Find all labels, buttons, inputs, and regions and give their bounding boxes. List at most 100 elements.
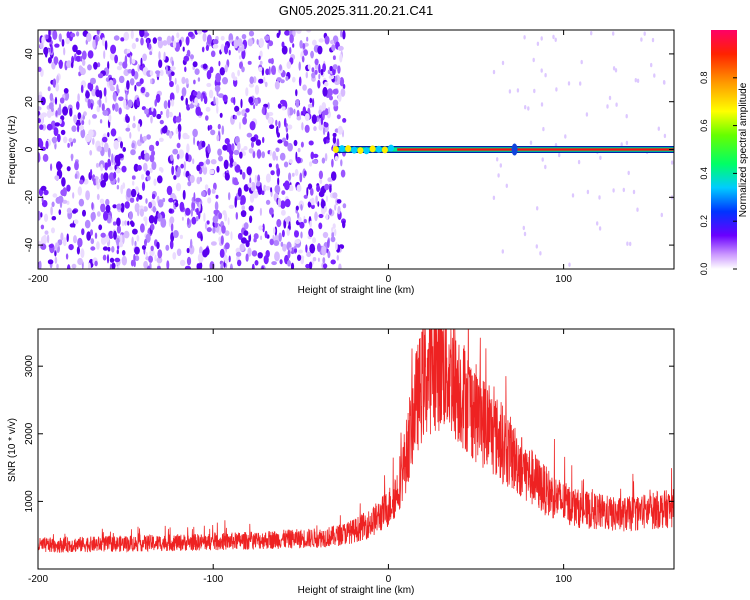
heatmap-noise-cell xyxy=(324,122,329,128)
y-tick-label: 0 xyxy=(24,146,35,152)
heatmap-noise-cell xyxy=(606,104,609,109)
heatmap-noise-cell xyxy=(169,92,175,102)
heatmap-noise-cell xyxy=(284,198,291,208)
heatmap-noise-cell xyxy=(284,180,290,191)
heatmap-line-blob xyxy=(332,145,339,153)
heatmap-noise-cell xyxy=(571,193,575,198)
heatmap-noise-cell xyxy=(137,63,140,72)
heatmap-noise-cell xyxy=(190,208,193,217)
heatmap-line-blob xyxy=(345,145,352,153)
heatmap-noise-cell xyxy=(157,175,163,184)
heatmap-noise-cell xyxy=(277,103,282,109)
heatmap-noise-cell xyxy=(133,253,136,263)
heatmap-noise-cell xyxy=(168,131,173,139)
heatmap-noise-cell xyxy=(92,39,96,49)
heatmap-noise-cell xyxy=(254,84,260,95)
heatmap-noise-cell xyxy=(184,66,187,73)
x-tick-label: 100 xyxy=(555,574,572,585)
heatmap-noise-cell xyxy=(273,227,276,235)
heatmap-noise-cell xyxy=(88,262,91,269)
heatmap-noise-cell xyxy=(121,234,125,245)
heatmap-line-blob xyxy=(338,145,345,153)
heatmap-noise-cell xyxy=(112,204,117,209)
heatmap-noise-cell xyxy=(194,68,200,75)
heatmap-noise-cell xyxy=(91,89,97,97)
heatmap-noise-cell xyxy=(541,157,544,162)
heatmap-noise-cell xyxy=(38,260,42,269)
heatmap-noise-cell xyxy=(140,57,143,67)
heatmap-noise-cell xyxy=(540,68,543,73)
heatmap-noise-cell xyxy=(260,235,263,241)
heatmap-noise-cell xyxy=(90,238,95,245)
heatmap-noise-cell xyxy=(202,32,207,42)
heatmap-noise-cell xyxy=(122,61,128,69)
heatmap-noise-cell xyxy=(115,168,121,174)
heatmap-noise-cell xyxy=(293,139,298,147)
heatmap-noise-cell xyxy=(321,102,327,111)
heatmap-noise-cell xyxy=(309,97,313,104)
heatmap-noise-cell xyxy=(233,180,239,186)
heatmap-noise-cell xyxy=(139,78,144,85)
heatmap-noise-cell xyxy=(70,61,74,69)
heatmap-noise-cell xyxy=(108,79,114,88)
heatmap-noise-cell xyxy=(340,78,344,86)
heatmap-noise-cell xyxy=(181,87,187,97)
heatmap-noise-cell xyxy=(157,36,162,41)
heatmap-noise-cell xyxy=(523,231,527,237)
heatmap-noise-cell xyxy=(132,122,136,129)
heatmap-noise-cell xyxy=(107,246,111,252)
heatmap-noise-cell xyxy=(311,159,318,164)
heatmap-noise-cell xyxy=(163,51,166,61)
heatmap-noise-cell xyxy=(145,198,148,204)
heatmap-noise-cell xyxy=(118,96,124,102)
heatmap-noise-cell xyxy=(262,223,265,233)
heatmap-noise-cell xyxy=(325,213,329,221)
heatmap-noise-cell xyxy=(117,177,120,183)
heatmap-noise-cell xyxy=(492,69,496,75)
heatmap-noise-cell xyxy=(193,192,196,202)
heatmap-noise-cell xyxy=(157,265,161,269)
heatmap-noise-cell xyxy=(324,183,330,191)
heatmap-noise-cell xyxy=(170,222,174,232)
heatmap-noise-cell xyxy=(497,173,500,178)
heatmap-noise-cell xyxy=(152,206,156,213)
heatmap-noise-cell xyxy=(286,133,289,141)
heatmap-noise-cell xyxy=(150,223,155,231)
heatmap-noise-cell xyxy=(125,91,128,100)
heatmap-noise-cell xyxy=(72,138,77,144)
heatmap-noise-cell xyxy=(265,173,271,183)
heatmap-noise-cell xyxy=(275,163,279,170)
heatmap-noise-cell xyxy=(70,153,74,162)
heatmap-noise-cell xyxy=(334,228,337,237)
heatmap-noise-cell xyxy=(181,216,184,221)
heatmap-noise-cell xyxy=(216,134,220,142)
heatmap-noise-cell xyxy=(100,173,104,181)
heatmap-noise-cell xyxy=(95,175,98,186)
heatmap-noise-cell xyxy=(212,44,219,49)
heatmap-noise-cell xyxy=(303,170,307,177)
snr-y-ticks: 1000 2000 3000 xyxy=(24,355,674,513)
heatmap-noise-cell xyxy=(76,246,80,255)
heatmap-noise-cell xyxy=(258,225,263,231)
heatmap-noise-cell xyxy=(175,127,179,135)
heatmap-noise-cell xyxy=(176,32,180,39)
heatmap-noise-cell xyxy=(172,252,177,260)
heatmap-noise-cell xyxy=(287,249,291,259)
heatmap-noise-cell xyxy=(62,237,67,247)
heatmap-noise-cell xyxy=(324,81,329,87)
heatmap-noise-cell xyxy=(127,99,133,108)
heatmap-noise-cell xyxy=(342,220,346,229)
heatmap-noise-cell xyxy=(71,263,77,269)
heatmap-noise-cell xyxy=(299,40,303,49)
heatmap-noise-cell xyxy=(213,96,216,105)
heatmap-noise-cell xyxy=(307,88,313,96)
heatmap-noise-cell xyxy=(101,37,105,46)
heatmap-noise-cell xyxy=(105,204,111,214)
heatmap-noise-cell xyxy=(156,256,163,264)
heatmap-noise-cell xyxy=(324,35,330,45)
heatmap-noise-cell xyxy=(242,116,248,125)
heatmap-noise-cell xyxy=(130,149,136,156)
heatmap-noise-cell xyxy=(68,244,74,251)
heatmap-noise-cell xyxy=(49,93,54,101)
heatmap-noise-cell xyxy=(286,228,290,236)
